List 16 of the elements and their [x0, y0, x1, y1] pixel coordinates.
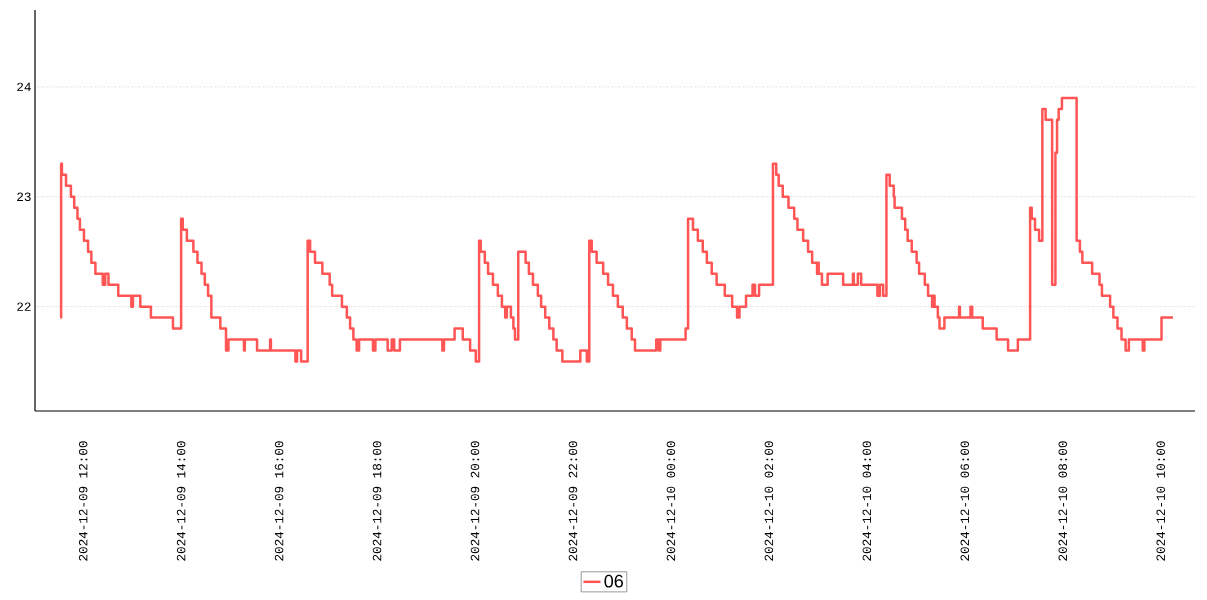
y-tick-label: 24 — [17, 82, 31, 92]
x-tick-label: 2024-12-10 04:00 — [862, 441, 872, 561]
legend-label: 06 — [604, 574, 623, 588]
x-tick-label: 2024-12-09 16:00 — [274, 441, 284, 561]
x-tick-label: 2024-12-10 10:00 — [1156, 441, 1165, 561]
x-tick-label: 2024-12-10 08:00 — [1058, 441, 1068, 561]
y-tick-label: 22 — [17, 302, 31, 311]
y-tick-label: 23 — [17, 192, 31, 202]
x-tick-label: 2024-12-10 00:00 — [666, 441, 676, 561]
x-tick-label: 2024-12-09 18:00 — [372, 441, 382, 561]
x-tick-label: 2024-12-10 06:00 — [960, 441, 970, 561]
x-tick-label: 2024-12-09 14:00 — [176, 441, 186, 561]
x-tick-label: 2024-12-09 20:00 — [470, 441, 480, 561]
x-tick-label: 2024-12-09 12:00 — [78, 441, 88, 561]
x-tick-label: 2024-12-10 02:00 — [764, 441, 774, 561]
x-tick-label: 2024-12-09 22:00 — [568, 441, 578, 561]
